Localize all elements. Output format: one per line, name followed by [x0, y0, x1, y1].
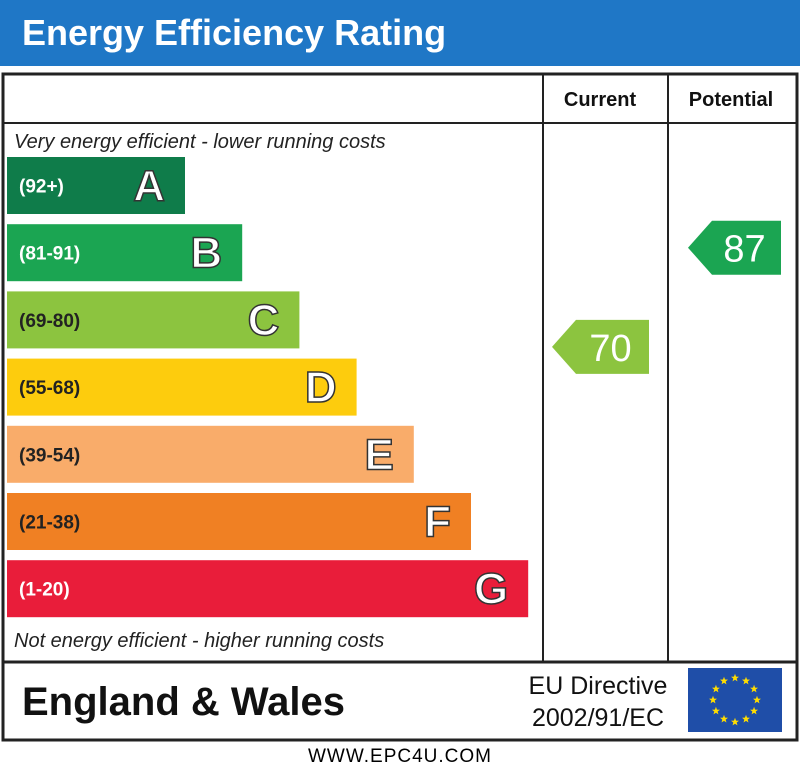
band-d-letter: D: [305, 363, 337, 412]
eu-star: [753, 695, 761, 704]
eu-star: [731, 717, 739, 726]
current-column-header: Current: [564, 89, 637, 111]
band-e-letter: E: [364, 430, 393, 479]
directive-line-2: 2002/91/EC: [532, 704, 664, 732]
band-e-bar: [7, 425, 414, 483]
band-f-bar: [7, 493, 471, 550]
potential-rating-value: 87: [723, 229, 765, 271]
epc-rating-chart: Current Potential Very energy efficient …: [1, 72, 799, 742]
band-d-range: (55-68): [19, 378, 80, 399]
eu-star: [720, 676, 728, 685]
band-f-range: (21-38): [19, 513, 80, 534]
page-title: Energy Efficiency Rating: [0, 0, 800, 66]
band-c-letter: C: [248, 296, 280, 345]
directive-line-1: EU Directive: [529, 672, 668, 700]
footer-url: WWW.EPC4U.COM: [308, 746, 492, 767]
eu-star: [750, 684, 759, 693]
current-rating-value: 70: [589, 328, 631, 370]
band-b-range: (81-91): [19, 244, 80, 265]
eu-star: [720, 714, 728, 723]
band-e-range: (39-54): [19, 445, 80, 466]
eu-star: [742, 714, 750, 723]
eu-star: [709, 695, 717, 704]
band-c-bar: [7, 291, 300, 349]
band-d-bar: [7, 358, 357, 416]
eu-star: [750, 706, 759, 715]
potential-rating-arrow: [688, 220, 781, 275]
eu-star: [731, 673, 739, 682]
band-a-bar: [7, 157, 185, 214]
band-c-range: (69-80): [19, 311, 80, 332]
current-rating-arrow: [552, 319, 649, 374]
eu-star: [711, 706, 720, 715]
potential-column-header: Potential: [689, 89, 773, 111]
eu-star: [742, 676, 750, 685]
band-b-letter: B: [190, 229, 222, 278]
band-g-range: (1-20): [19, 580, 70, 601]
band-b-bar: [7, 224, 243, 282]
eu-flag-icon: [688, 668, 782, 732]
eu-star: [711, 684, 720, 693]
region-label: England & Wales: [22, 680, 345, 724]
top-caption: Very energy efficient - lower running co…: [14, 131, 386, 153]
band-g-bar: [7, 560, 529, 618]
bottom-caption: Not energy efficient - higher running co…: [14, 630, 384, 652]
band-f-letter: F: [424, 498, 451, 547]
band-a-range: (92+): [19, 177, 64, 198]
band-a-letter: A: [133, 162, 165, 211]
band-g-letter: G: [474, 565, 508, 614]
